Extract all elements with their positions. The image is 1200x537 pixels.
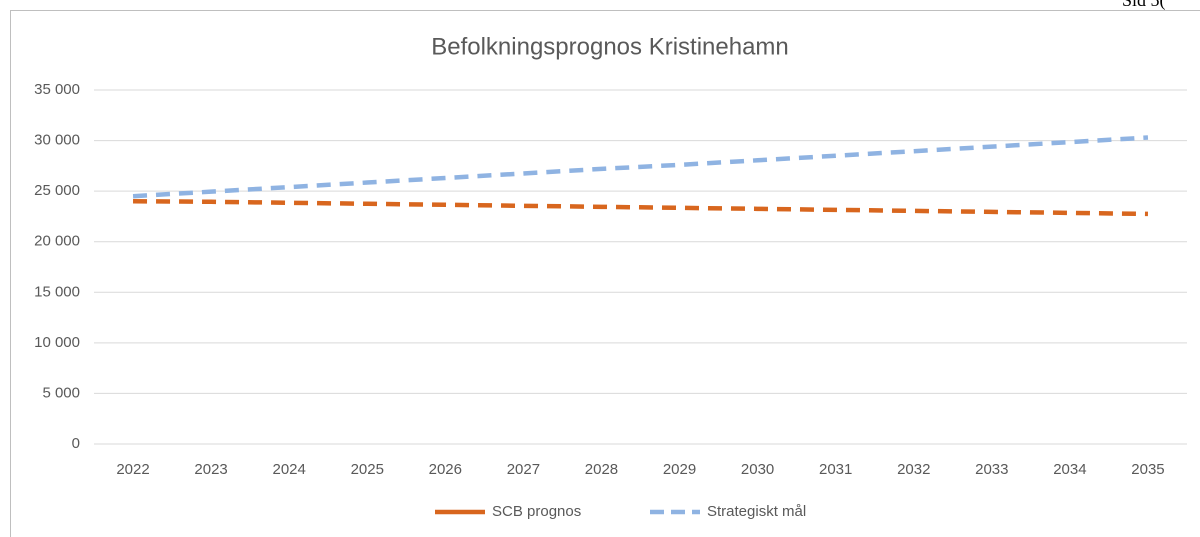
x-tick-label: 2034: [1053, 461, 1086, 478]
chart-frame: [10, 10, 1200, 537]
x-tick-label: 2030: [741, 461, 774, 478]
y-tick-label: 35 000: [34, 81, 80, 98]
series-line: [133, 199, 1148, 217]
y-tick-label: 5 000: [42, 384, 80, 401]
x-tick-label: 2022: [116, 461, 149, 478]
y-tick-label: 25 000: [34, 182, 80, 199]
chart-title: Befolkningsprognos Kristinehamn: [431, 33, 789, 60]
x-tick-label: 2035: [1131, 461, 1164, 478]
x-tick-label: 2031: [819, 461, 852, 478]
page-label: Sid 5(: [1122, 0, 1166, 11]
legend-label: Strategiskt mål: [707, 503, 806, 520]
legend-label: SCB prognos: [492, 503, 581, 520]
y-tick-label: 0: [72, 435, 80, 452]
x-tick-label: 2025: [351, 461, 384, 478]
y-tick-label: 30 000: [34, 132, 80, 149]
x-tick-label: 2026: [429, 461, 462, 478]
y-tick-label: 10 000: [34, 334, 80, 351]
x-tick-label: 2023: [194, 461, 227, 478]
x-tick-label: 2029: [663, 461, 696, 478]
x-tick-label: 2027: [507, 461, 540, 478]
y-tick-label: 15 000: [34, 283, 80, 300]
x-tick-label: 2032: [897, 461, 930, 478]
x-tick-label: 2024: [272, 461, 305, 478]
x-tick-label: 2028: [585, 461, 618, 478]
series-line: [132, 135, 1149, 199]
y-tick-label: 20 000: [34, 233, 80, 250]
x-tick-label: 2033: [975, 461, 1008, 478]
